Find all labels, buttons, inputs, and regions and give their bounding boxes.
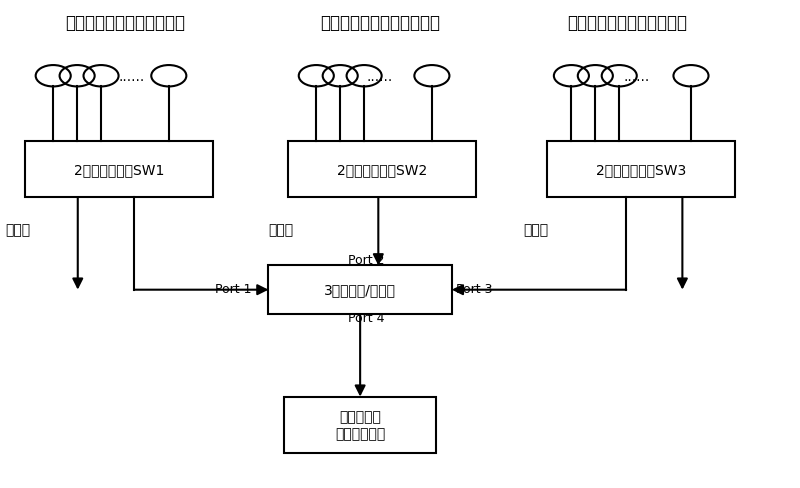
Text: 组播流: 组播流	[523, 223, 549, 236]
Bar	[288, 142, 476, 198]
Text: 组播流: 组播流	[269, 223, 294, 236]
Bar	[547, 142, 735, 198]
Text: ......: ......	[624, 70, 650, 83]
Text: ......: ......	[118, 70, 145, 83]
Bar	[26, 142, 213, 198]
Bar	[269, 266, 452, 314]
Text: 2层汇聚交换机SW1: 2层汇聚交换机SW1	[74, 163, 164, 177]
Text: ......: ......	[366, 70, 392, 83]
Text: 2层汇聚交换机SW3: 2层汇聚交换机SW3	[596, 163, 686, 177]
Text: Port 3: Port 3	[456, 282, 492, 295]
Text: Port 1: Port 1	[215, 282, 251, 295]
Text: 3层交换机/路由器: 3层交换机/路由器	[324, 283, 396, 297]
Text: 若干组播源（监控摄像头）: 若干组播源（监控摄像头）	[65, 14, 185, 32]
Text: 2层汇聚交换机SW2: 2层汇聚交换机SW2	[337, 163, 427, 177]
Text: 组播流: 组播流	[6, 223, 30, 236]
Text: 接收者主机
（监控中心）: 接收者主机 （监控中心）	[335, 410, 386, 440]
Text: Port 4: Port 4	[348, 311, 385, 324]
Text: 若干组播源（监控摄像头）: 若干组播源（监控摄像头）	[567, 14, 687, 32]
Bar	[285, 397, 436, 453]
Text: Port 2: Port 2	[348, 253, 385, 266]
Text: 若干组播源（监控摄像头）: 若干组播源（监控摄像头）	[320, 14, 440, 32]
